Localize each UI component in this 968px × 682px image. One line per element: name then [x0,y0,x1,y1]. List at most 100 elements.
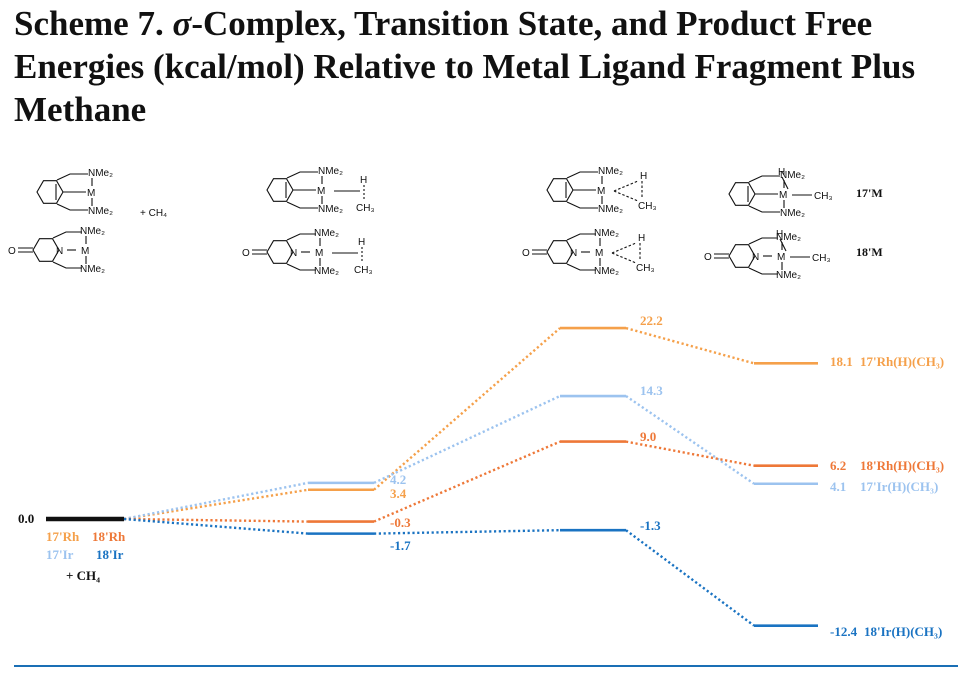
lower-arm [286,263,316,271]
upper-arm [56,173,88,181]
upper-arm [52,231,82,239]
aryl-ring [546,178,574,202]
reactant-17-structure: NMe₂ NMe₂ M [36,168,113,217]
nme2-lower: NMe₂ [594,266,619,277]
nme2-upper: NMe₂ [594,228,619,239]
connector-18rh-3 [625,440,755,467]
value-label-17ir-sigma-complex: 4.2 [390,472,406,487]
energy-levels [308,326,818,627]
reactant-value: 0.0 [18,511,34,526]
aryl-ring [36,180,64,204]
lower-arm [52,261,82,269]
connector-18ir-1 [123,517,309,535]
product-17-structure: NMe₂ NMe₂ M [728,170,805,219]
metal-label: M [597,186,605,197]
title-rest: -Complex, Transition State, and Product … [14,4,916,129]
h-label: H [358,237,365,248]
product-label-17ir: 17'Ir(H)(CH₃) [860,479,938,494]
reactant-18-structure: O N NMe₂ NMe₂ M [8,226,105,275]
value-label-17ir-transition-state: 14.3 [640,383,663,398]
pyridine-n-label: N [290,248,297,259]
h-label: H [638,233,645,244]
reactant-label-18rh: 18'Rh [92,529,126,544]
metal-label: M [779,190,787,201]
value-label-18ir-product: -12.4 [830,624,858,639]
ch3-label: CH₃ [636,263,655,274]
pyridine-n-label: N [570,248,577,259]
scheme-title: Scheme 7. σ-Complex, Transition State, a… [14,2,954,131]
carbonyl [532,249,547,255]
upper-arm [566,171,598,179]
metal-label: M [87,188,95,199]
ch3-label: CH₃ [638,201,657,212]
nme2-upper: NMe₂ [318,166,343,177]
m-h-bond [781,176,789,190]
upper-arm [286,233,316,241]
value-label-18rh-product: 6.2 [830,458,846,473]
pyridone-ring [266,240,294,264]
value-label-18ir-transition-state: -1.3 [640,518,661,533]
pyridine-n-label: N [752,252,759,263]
pyridone-ring [546,240,574,264]
lower-arm [286,201,318,209]
value-label-17rh-sigma-complex: 3.4 [390,486,407,501]
row-label-18m: 18'M [856,245,883,259]
reactant-label-18ir: 18'Ir [96,547,124,562]
metal-label: M [315,248,323,259]
h-label: H [776,229,783,240]
ts-17-ch4: H CH₃ [613,171,657,212]
carbonyl [252,249,267,255]
title-sigma: σ [172,4,192,43]
product-label-17rh: 17'Rh(H)(CH₃) [860,354,944,369]
carbonyl [18,247,33,253]
value-label-18rh-transition-state: 9.0 [640,429,656,444]
connector-17ir-1 [123,481,309,521]
title-prefix: Scheme 7. [14,4,173,43]
pyridone-ring [728,244,756,268]
sigma-18-structure: O N NMe₂ NMe₂ M [242,228,339,277]
lower-arm [566,201,598,209]
lower-arm [748,205,780,213]
connector-17ir-3 [625,395,755,485]
upper-arm [748,237,778,245]
nme2-lower: NMe₂ [80,264,105,275]
pyridine-n-label: N [56,246,63,257]
nme2-upper: NMe₂ [80,226,105,237]
metal-label: M [317,186,325,197]
h-label: H [778,167,785,178]
aryl-ring [266,178,294,202]
metal-label: M [777,252,785,263]
upper-arm [748,175,780,183]
ts-18-ch4: H CH₃ [611,233,655,274]
value-label-18rh-sigma-complex: -0.3 [390,515,411,530]
sigma-18-ch4: H CH₃ [332,237,373,276]
value-label-17rh-transition-state: 22.2 [640,313,663,328]
nme2-lower: NMe₂ [598,204,623,215]
connector-18rh-2 [373,440,561,523]
product-label-18ir: 18'Ir(H)(CH₃) [864,624,942,639]
product-label-18rh: 18'Rh(H)(CH₃) [860,458,944,473]
profile-connectors [123,326,755,627]
connector-18ir-3 [625,529,755,627]
upper-arm [566,233,596,241]
ch3-label: CH₃ [354,265,373,276]
ch3-label: CH₃ [356,203,375,214]
carbonyl [714,253,729,259]
h-label: H [640,171,647,182]
nme2-upper: NMe₂ [780,170,805,181]
product-18-ch3: CH₃ H [776,229,831,264]
connector-17ir-2 [373,394,561,484]
bottom-rule [14,665,958,667]
value-label-18ir-sigma-complex: -1.7 [390,538,411,553]
value-label-17rh-product: 18.1 [830,354,853,369]
value-label-17ir-product: 4.1 [830,479,846,494]
structures-row: NMe₂ NMe₂ M O N NMe₂ NMe₂ M + CH₄ NMe₂ NMe₂ M H CH₃ O N… [8,166,883,281]
nme2-upper: NMe₂ [598,166,623,177]
nme2-upper: NMe₂ [314,228,339,239]
connector-17rh-3 [625,326,755,365]
oxygen-label: O [522,248,530,259]
ts-17-structure: NMe₂ NMe₂ M [546,166,623,215]
pyridone-ring [32,238,60,262]
lower-arm [566,263,596,271]
